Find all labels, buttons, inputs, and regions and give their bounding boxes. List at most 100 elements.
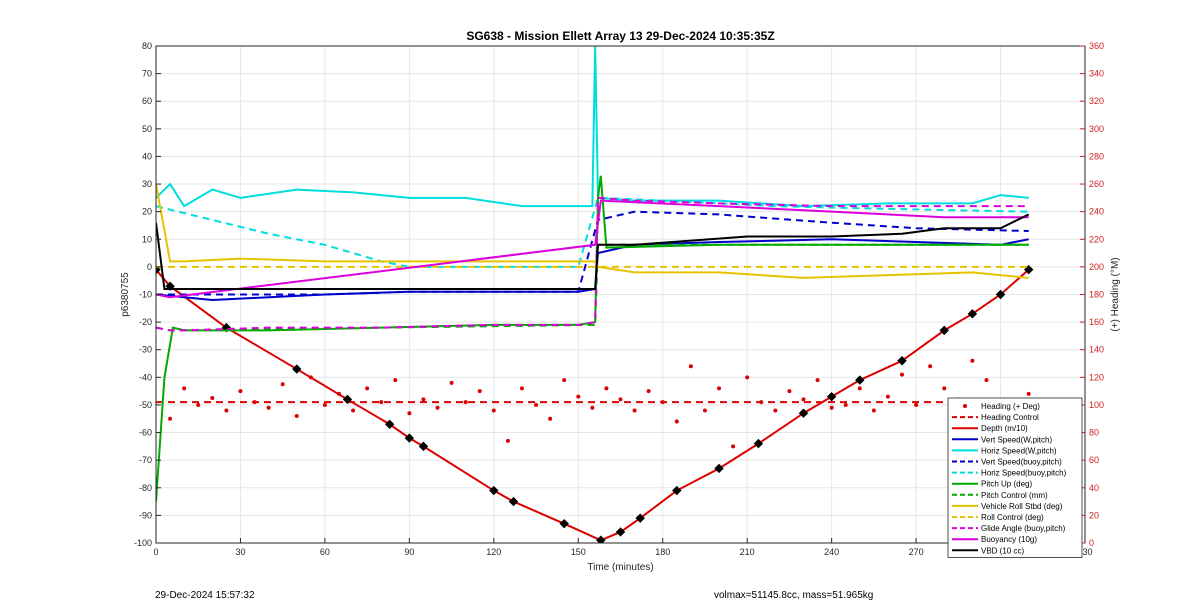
x-tick-label: 240 xyxy=(824,547,839,557)
y-tick-label: 40 xyxy=(142,151,152,161)
depth-marker xyxy=(384,419,395,429)
y2-tick-label: 360 xyxy=(1089,41,1104,51)
data-point xyxy=(224,408,229,413)
data-point xyxy=(576,394,581,399)
data-point xyxy=(773,408,778,413)
y2-tick-label: 140 xyxy=(1089,345,1104,355)
data-point xyxy=(970,358,975,363)
data-point xyxy=(463,400,468,405)
data-point xyxy=(914,402,919,407)
x-tick-label: 30 xyxy=(235,547,245,557)
footer-summary: volmax=51145.8cc, mass=51.965kg xyxy=(714,590,873,601)
depth-marker xyxy=(489,485,499,496)
y2-axis-label: (+) Heading (°M) xyxy=(1110,257,1121,331)
x-tick-label: 270 xyxy=(909,547,924,557)
y-tick-label: -60 xyxy=(139,428,152,438)
y2-tick-label: 320 xyxy=(1089,96,1104,106)
y2-tick-label: 20 xyxy=(1089,510,1099,520)
legend-label: Glide Angle (buoy,pitch) xyxy=(981,524,1066,533)
y-tick-label: -70 xyxy=(139,455,152,465)
x-tick-label: 120 xyxy=(486,547,501,557)
data-point xyxy=(731,444,736,449)
y-tick-label: 60 xyxy=(142,96,152,106)
data-point xyxy=(562,378,567,383)
legend-label: Depth (m/10) xyxy=(981,424,1028,433)
legend-label: Vert Speed(buoy,pitch) xyxy=(981,458,1062,467)
x-tick-label: 330 xyxy=(1077,547,1092,557)
depth-marker xyxy=(292,364,302,374)
y2-tick-label: 180 xyxy=(1089,290,1104,300)
depth-marker xyxy=(798,408,809,418)
data-point xyxy=(843,402,848,407)
data-point xyxy=(745,375,750,380)
y-tick-label: -20 xyxy=(139,317,152,327)
y-tick-label: -100 xyxy=(134,538,152,548)
legend-label: Vert Speed(W,pitch) xyxy=(981,435,1052,444)
y2-tick-label: 340 xyxy=(1089,69,1104,79)
data-point xyxy=(787,389,792,394)
y2-tick-label: 0 xyxy=(1089,538,1094,548)
x-tick-label: 0 xyxy=(153,547,158,557)
y-tick-label: 80 xyxy=(142,41,152,51)
legend-label: Horiz Speed(W,pitch) xyxy=(981,446,1057,455)
y2-tick-label: 160 xyxy=(1089,317,1104,327)
legend-label: Pitch Up (deg) xyxy=(981,480,1032,489)
y-axis-left: -100-90-80-70-60-50-40-30-20-10010203040… xyxy=(134,41,161,548)
y-tick-label: 30 xyxy=(142,179,152,189)
data-point xyxy=(900,372,905,377)
y2-tick-label: 280 xyxy=(1089,151,1104,161)
series-line xyxy=(156,238,1029,302)
y-tick-label: 0 xyxy=(147,262,152,272)
data-point xyxy=(717,386,722,391)
x-tick-label: 180 xyxy=(655,547,670,557)
data-point xyxy=(393,378,398,383)
data-point xyxy=(829,405,834,410)
depth-marker xyxy=(635,513,645,523)
y-tick-label: 10 xyxy=(142,234,152,244)
data-point xyxy=(421,397,426,402)
data-point xyxy=(505,438,510,443)
series-3 xyxy=(156,238,1029,302)
legend-label: Roll Control (deg) xyxy=(981,513,1044,522)
data-point xyxy=(210,396,215,401)
y2-tick-label: 220 xyxy=(1089,234,1104,244)
data-point xyxy=(519,386,524,391)
series-line xyxy=(156,183,1029,279)
y-tick-label: 50 xyxy=(142,124,152,134)
depth-marker xyxy=(826,391,837,402)
series-13 xyxy=(156,213,1030,290)
data-point xyxy=(604,386,609,391)
data-point xyxy=(365,386,370,391)
legend-label: VBD (10 cc) xyxy=(981,546,1024,555)
depth-marker xyxy=(995,289,1006,300)
depth-marker xyxy=(404,433,415,443)
data-point xyxy=(857,386,862,391)
y-tick-label: 20 xyxy=(142,207,152,217)
legend-box xyxy=(947,397,1083,558)
y-tick-label: -10 xyxy=(139,290,152,300)
footer-timestamp: 29-Dec-2024 15:57:32 xyxy=(155,590,255,601)
y2-tick-label: 40 xyxy=(1089,483,1099,493)
legend-label: Heading (+ Deg) xyxy=(981,402,1040,411)
y-tick-label: -80 xyxy=(139,483,152,493)
data-point xyxy=(449,380,454,385)
depth-marker xyxy=(559,518,569,529)
data-point xyxy=(238,389,243,394)
data-point xyxy=(590,405,595,410)
data-point xyxy=(688,364,693,369)
series-line xyxy=(156,213,1030,290)
depth-marker xyxy=(615,527,626,537)
legend: Heading (+ Deg) Heading Control Depth (m/1… xyxy=(947,397,1083,558)
y-axis-label: p6380755 xyxy=(120,272,131,317)
data-point xyxy=(942,386,947,391)
data-point xyxy=(266,405,271,410)
depth-marker xyxy=(753,438,764,449)
x-tick-label: 90 xyxy=(404,547,414,557)
series-11 xyxy=(156,196,1029,332)
data-point xyxy=(801,397,806,402)
data-point xyxy=(815,378,820,383)
depth-marker xyxy=(342,394,353,405)
series-line xyxy=(156,196,1029,268)
data-point xyxy=(618,397,623,402)
